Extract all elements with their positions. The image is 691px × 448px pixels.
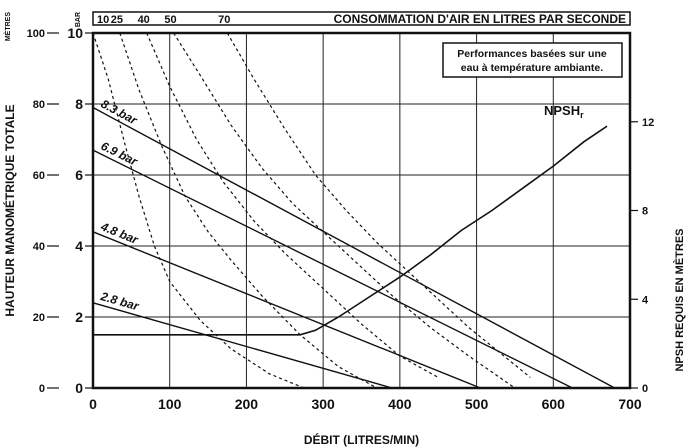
- bar-tick-label: 8: [75, 96, 83, 112]
- air-curve-50: [173, 32, 516, 389]
- meters-tick-label: 60: [33, 170, 45, 182]
- x-tick-label: 400: [388, 396, 412, 412]
- npsh-tick-label: 12: [642, 117, 654, 129]
- npsh-tick-label: 4: [642, 294, 649, 306]
- note-line-1: Performances basées sur une: [457, 48, 607, 60]
- bar-tick-label: 2: [75, 309, 83, 325]
- air-consumption-axis-label: CONSOMMATION D'AIR EN LITRES PAR SECONDE: [334, 12, 626, 26]
- note-box: [442, 42, 623, 78]
- x-tick-label: 100: [158, 396, 182, 412]
- pressure-line-6.9 bar: [92, 149, 573, 389]
- x-axis-title: DÉBIT (LITRES/MIN): [304, 432, 419, 447]
- air-tick-label: 40: [138, 14, 150, 26]
- bar-tick-label: 0: [75, 380, 83, 396]
- bar-tick-label: 4: [75, 238, 83, 254]
- air-consumption-curves: [92, 32, 531, 389]
- unit-label-bar: BAR: [75, 12, 82, 27]
- axis-ticks: 0 100 200 300 400 500 600 700020406080100024681…: [27, 14, 655, 412]
- npsh-line: [93, 125, 608, 336]
- x-tick-label: 0: [89, 396, 97, 412]
- air-curve-40: [146, 32, 439, 378]
- meters-tick-label: 100: [27, 28, 45, 40]
- air-curve-70: [226, 32, 531, 378]
- air-curve-10: [92, 32, 305, 389]
- npsh-label: NPSHr: [544, 103, 584, 120]
- pressure-line-8.3 bar: [92, 106, 615, 389]
- air-tick-label: 70: [218, 14, 230, 26]
- bar-tick-label: 6: [75, 167, 83, 183]
- meters-tick-label: 80: [33, 99, 45, 111]
- pressure-line-2.8 bar: [92, 302, 393, 389]
- meters-tick-label: 40: [33, 241, 45, 253]
- air-tick-label: 10: [97, 14, 109, 26]
- note-line-2: eau à température ambiante.: [461, 62, 603, 74]
- pressure-label: 8.3 bar: [99, 97, 141, 128]
- unit-label-meters: MÈTRES: [3, 12, 12, 42]
- x-tick-label: 300: [311, 396, 335, 412]
- y-axis-title-right: NPSH REQUIS EN MÈTRES: [673, 228, 686, 371]
- meters-tick-label: 20: [33, 312, 45, 324]
- air-consumption-band: [92, 11, 631, 26]
- x-tick-label: 600: [542, 396, 566, 412]
- x-tick-label: 500: [465, 396, 489, 412]
- pressure-line-4.8 bar: [92, 231, 481, 389]
- x-tick-label: 700: [618, 396, 642, 412]
- meters-tick-label: 0: [39, 383, 45, 395]
- air-tick-label: 50: [164, 14, 176, 26]
- pressure-label: 6.9 bar: [99, 139, 141, 169]
- air-tick-label: 25: [111, 14, 123, 26]
- x-tick-label: 200: [235, 396, 259, 412]
- npsh-tick-label: 8: [642, 206, 648, 218]
- npsh-curve: NPSHr: [93, 103, 608, 336]
- y-axis-title-left: HAUTEUR MANOMÉTRIQUE TOTALE: [2, 104, 17, 316]
- npsh-tick-label: 0: [642, 383, 648, 395]
- bar-tick-label: 10: [67, 25, 83, 41]
- air-curve-25: [119, 32, 378, 389]
